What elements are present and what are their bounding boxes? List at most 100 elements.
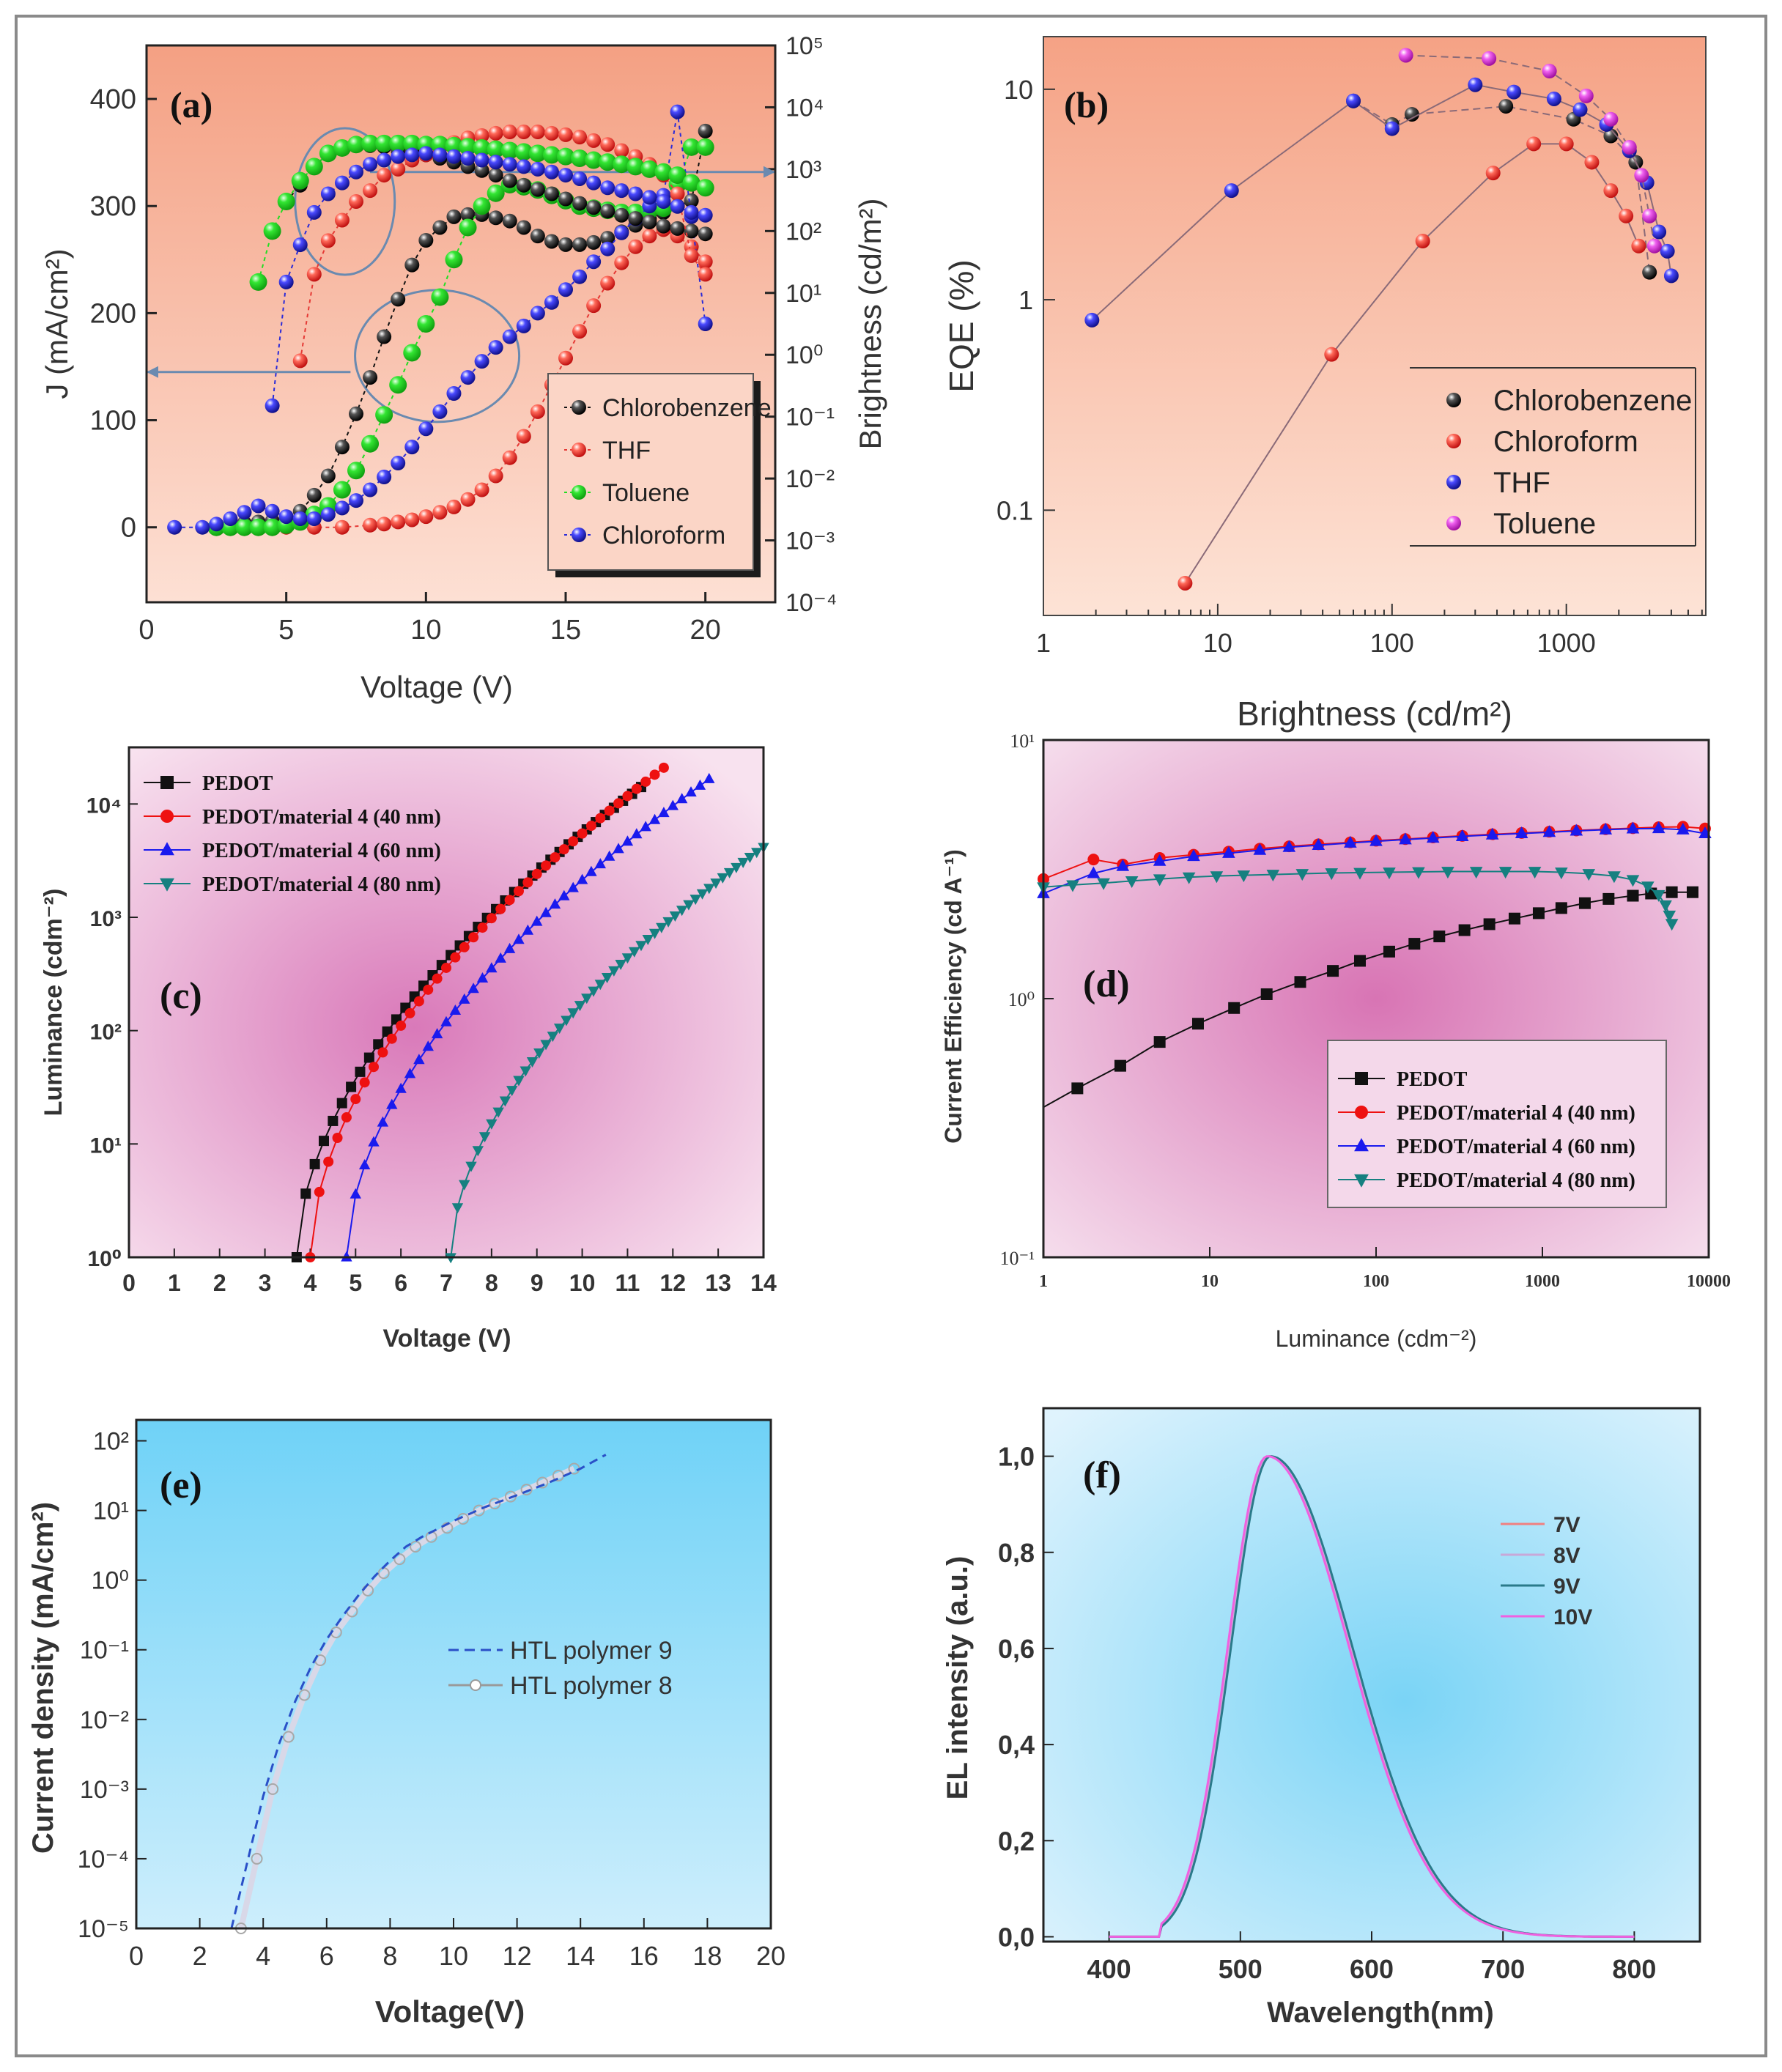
panel-b-point-toluene [1603, 111, 1619, 127]
panel-a-ytick-label: 400 [90, 84, 136, 115]
panel-c-point-pedot-material-4-60-nm [667, 799, 679, 810]
panel-e-point-htl-polymer-8 [489, 1498, 501, 1510]
panel-a-axes: 0 5 10 15 20010020030040010⁻⁴10⁻³10⁻²10⁻¹10⁰… [90, 32, 838, 645]
panel-b-point-thf [1384, 121, 1400, 136]
panel-c-point-pedot-material-4-40-nm [531, 868, 542, 879]
panel-a-y2tick-label: 10⁵ [785, 32, 824, 60]
panel-e: 0 2 4 6 8 10 12 14 16 18 20 10⁻⁵ 10⁻⁴ 10⁻³ 10⁻² 10⁻¹ 10⁰… [27, 1418, 785, 2029]
panel-e-xtick-label: 6 [319, 1941, 334, 1971]
panel-b-point-thf [1546, 91, 1561, 106]
panel-a-brightness-point-thf [306, 267, 322, 282]
panel-a-j-point-chloroform [474, 354, 489, 369]
panel-a-brightness-point-thf [377, 168, 392, 183]
panel-c-legend-marker-pedot [160, 776, 174, 789]
panel-a-j-point-toluene [473, 197, 491, 215]
panel-b-point-chloroform [1415, 234, 1430, 249]
panel-c-point-pedot-material-4-80-nm [499, 1096, 511, 1107]
panel-d-point-pedot-material-4-60-nm [1676, 822, 1690, 835]
panel-b-point-toluene [1578, 88, 1594, 103]
panel-b-point-chlorobenzene [1498, 99, 1514, 114]
panel-c-point-pedot-material-4-80-nm [737, 857, 749, 868]
panel-b-xtick-label: 100 [1370, 628, 1414, 658]
panel-a-brightness-point-toluene [557, 147, 574, 166]
panel-e-xtick-label: 20 [756, 1941, 785, 1971]
panel-a-arrow-left-head [147, 366, 158, 378]
panel-a-j-point-chloroform [530, 306, 545, 321]
panel-c-legend-label: PEDOT/material 4 (80 nm) [202, 873, 441, 896]
panel-a-brightness-point-thf [544, 125, 559, 141]
panel-c-point-pedot [346, 1081, 357, 1092]
panel-f-ytick-label: 0,6 [998, 1634, 1035, 1664]
panel-a: 0 5 10 15 20010020030040010⁻⁴10⁻³10⁻²10⁻¹10⁰… [40, 32, 887, 704]
panel-f-ylabel: EL intensity (a.u.) [942, 1556, 974, 1800]
panel-a-brightness-point-thf [530, 125, 545, 140]
panel-a-j-point-chlorobenzene [334, 440, 350, 455]
panel-a-brightness-point-toluene [682, 174, 700, 192]
panel-c-point-pedot-material-4-80-nm [492, 1107, 504, 1118]
panel-e-legend-label: HTL polymer 9 [510, 1637, 673, 1665]
panel-d-point-pedot-material-4-60-nm [1570, 824, 1583, 836]
panel-d-point-pedot [1627, 889, 1639, 902]
panel-a-brightness-point-chloroform [516, 159, 531, 174]
panel-a-brightness-point-toluene [487, 140, 505, 158]
panel-d-legend-label: PEDOT [1397, 1068, 1468, 1091]
panel-c-point-pedot-material-4-40-nm [513, 886, 524, 897]
panel-a-legend-marker-chloroform [572, 528, 586, 542]
panel-e-xtick-label: 12 [503, 1941, 532, 1971]
panel-c-point-pedot-material-4-60-nm [621, 835, 634, 846]
panel-a-brightness-point-chloroform [320, 186, 336, 201]
panel-d-point-pedot-material-4-80-nm [1652, 889, 1665, 902]
panel-c-point-pedot-material-4-80-nm [717, 873, 729, 884]
panel-b-point-chloroform [1619, 208, 1634, 223]
panel-c-point-pedot-material-4-80-nm [540, 1040, 552, 1051]
panel-a-y2tick-label: 10⁻³ [785, 528, 835, 555]
panel-e-point-htl-polymer-8 [267, 1783, 279, 1795]
panel-a-j-point-chlorobenzene [446, 209, 462, 224]
panel-a-brightness-point-thf [572, 130, 588, 145]
panel-d-point-pedot [1294, 976, 1306, 988]
panel-f-ytick-label: 0,4 [998, 1730, 1035, 1760]
panel-a-j-point-toluene [696, 138, 714, 156]
panel-f-xtick-label: 700 [1481, 1954, 1525, 1984]
panel-c-point-pedot-material-4-40-nm [459, 941, 470, 952]
panel-d-ylabel: Current Efficiency (cd A⁻¹) [940, 849, 966, 1144]
panel-e-xtick-label: 8 [382, 1941, 397, 1971]
panel-c-plot-area [129, 747, 764, 1257]
panel-b-line-chloroform [1184, 143, 1640, 584]
panel-d-point-pedot-material-4-80-nm [1498, 867, 1512, 879]
panel-b-legend-label: Chloroform [1493, 426, 1638, 458]
panel-d-point-pedot [1433, 930, 1446, 943]
panel-a-j-point-chloroform [167, 519, 182, 535]
panel-b-point-thf [1346, 93, 1361, 108]
panel-e-xtick-label: 2 [193, 1941, 207, 1971]
panel-c-point-pedot-material-4-40-nm [613, 798, 624, 809]
panel-a-brightness-point-toluene [333, 138, 351, 157]
panel-d-point-pedot-material-4-80-nm [1210, 871, 1224, 884]
panel-d-point-pedot-material-4-60-nm [1153, 854, 1167, 866]
panel-a-y2tick-label: 10⁻⁴ [785, 589, 837, 617]
panel-a-j-point-thf [334, 519, 350, 535]
panel-a-j-point-chloroform [586, 254, 602, 270]
panel-a-brightness-point-chloroform [488, 155, 503, 170]
panel-c-point-pedot-material-4-40-nm [568, 836, 579, 847]
panel-a-j-point-chlorobenzene [530, 229, 545, 244]
panel-f-label: (f) [1083, 1454, 1121, 1496]
panel-a-brightness-point-chloroform [432, 147, 448, 163]
panel-a-brightness-point-chloroform [446, 149, 462, 164]
panel-c-point-pedot-material-4-80-nm [574, 1001, 586, 1012]
panel-a-j-point-toluene [487, 184, 505, 202]
panel-c-point-pedot-material-4-60-nm [404, 1068, 416, 1078]
panel-c-point-pedot-material-4-40-nm [314, 1186, 325, 1197]
panel-d-point-pedot-material-4-40-nm [1087, 854, 1100, 866]
panel-a-brightness-point-toluene [375, 134, 393, 152]
panel-a-brightness-point-chloroform [418, 146, 434, 161]
panel-a-j-point-chloroform [544, 295, 559, 310]
panel-c-point-pedot-material-4-40-nm [450, 952, 461, 963]
panel-c-point-pedot-material-4-80-nm [710, 878, 722, 889]
panel-e-ytick-label: 10⁻¹ [80, 1637, 129, 1665]
panel-f-xtick-label: 800 [1612, 1954, 1656, 1984]
panel-a-brightness-point-thf [698, 267, 713, 282]
panel-c-point-pedot-material-4-40-nm [432, 973, 443, 984]
panel-e-point-htl-polymer-8 [536, 1476, 549, 1489]
panel-c-point-pedot-material-4-40-nm [386, 1033, 397, 1044]
